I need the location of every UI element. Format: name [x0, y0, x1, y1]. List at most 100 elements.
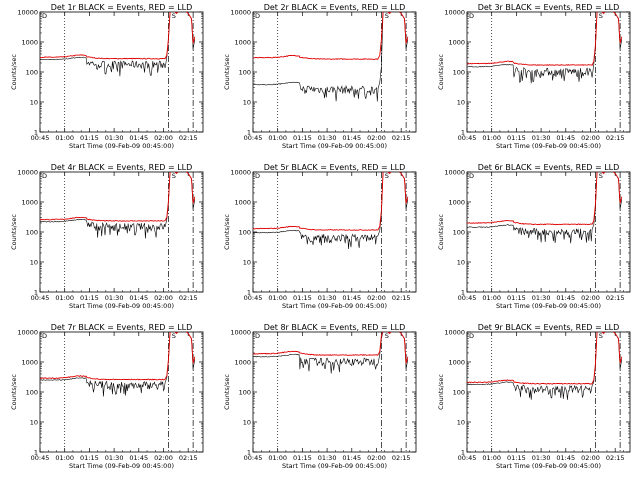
x-tick-label: 01:15: [293, 294, 312, 302]
chart-panel: Det 1r BLACK = Events, RED = LLD 1 10 100 10…: [10, 3, 204, 150]
x-tick-label: 01:45: [342, 294, 361, 302]
y-axis-label: Counts/sec: [437, 374, 445, 410]
x-tick-label: 01:30: [318, 134, 337, 142]
chart-panel: Det 3r BLACK = Events, RED = LLD 1 10 100 10…: [437, 3, 631, 150]
x-tick-label: 01:30: [105, 134, 124, 142]
lld-series-line: [40, 172, 196, 222]
y-tick-label: 10000: [444, 169, 465, 177]
y-tick-label: 10000: [230, 329, 251, 337]
marker-s: S: [385, 332, 389, 340]
x-tick-label: 00:45: [244, 294, 263, 302]
marker-d: D: [42, 172, 47, 180]
x-tick-label: 02:00: [581, 454, 600, 462]
lld-series-line: [467, 172, 623, 226]
y-tick-label: 100: [239, 389, 251, 397]
panel-title: Det 9r BLACK = Events, RED = LLD: [478, 323, 620, 332]
x-tick-label: 01:15: [507, 294, 526, 302]
panel-title: Det 2r BLACK = Events, RED = LLD: [264, 3, 406, 12]
x-tick-label: 01:15: [80, 294, 99, 302]
y-tick-label: 10: [243, 259, 251, 267]
x-tick-label: 02:00: [154, 454, 173, 462]
x-tick-label: 00:45: [31, 454, 50, 462]
lld-series-line: [253, 172, 409, 231]
y-tick-label: 100: [26, 69, 38, 77]
panel-title: Det 4r BLACK = Events, RED = LLD: [51, 163, 193, 172]
events-series-line: [253, 12, 409, 102]
marker-d: D: [469, 332, 474, 340]
y-tick-label: 1000: [21, 39, 38, 47]
marker-d: D: [255, 172, 260, 180]
y-axis-label: Counts/sec: [223, 214, 231, 250]
x-tick-label: 02:15: [606, 454, 625, 462]
y-tick-label: 1000: [448, 359, 465, 367]
x-tick-label: 02:00: [367, 294, 386, 302]
chart-panel: Det 6r BLACK = Events, RED = LLD 1 10 100 10…: [437, 163, 631, 310]
y-axis-label: Counts/sec: [437, 214, 445, 250]
y-axis-label: Counts/sec: [223, 54, 231, 90]
x-tick-label: 02:15: [392, 454, 411, 462]
x-tick-label: 01:45: [342, 134, 361, 142]
marker-d: D: [255, 12, 260, 20]
marker-d: D: [255, 332, 260, 340]
y-tick-label: 1000: [448, 199, 465, 207]
x-axis-label: Start Time (09-Feb-09 00:45:00): [282, 142, 387, 150]
x-tick-label: 01:30: [318, 294, 337, 302]
x-axis-label: Start Time (09-Feb-09 00:45:00): [69, 462, 174, 470]
x-tick-label: 02:00: [367, 134, 386, 142]
events-series-line: [40, 12, 196, 77]
x-tick-label: 02:15: [392, 294, 411, 302]
y-tick-label: 10000: [17, 9, 38, 17]
panel-title: Det 1r BLACK = Events, RED = LLD: [51, 3, 193, 12]
x-axis-label: Start Time (09-Feb-09 00:45:00): [496, 462, 601, 470]
x-tick-label: 01:00: [55, 134, 74, 142]
marker-d: D: [42, 12, 47, 20]
y-tick-label: 10: [457, 259, 465, 267]
lld-series-line: [253, 332, 409, 364]
y-tick-label: 1: [247, 129, 251, 137]
x-tick-label: 01:00: [482, 454, 501, 462]
y-tick-label: 10: [30, 259, 38, 267]
x-tick-label: 00:45: [244, 454, 263, 462]
y-tick-label: 10000: [444, 9, 465, 17]
y-tick-label: 1000: [234, 39, 251, 47]
x-tick-label: 01:00: [55, 294, 74, 302]
x-tick-label: 02:15: [606, 294, 625, 302]
y-tick-label: 1: [461, 289, 465, 297]
y-tick-label: 10000: [17, 329, 38, 337]
marker-s: S: [385, 172, 389, 180]
panel-title: Det 8r BLACK = Events, RED = LLD: [264, 323, 406, 332]
x-tick-label: 01:45: [556, 134, 575, 142]
x-axis-label: Start Time (09-Feb-09 00:45:00): [496, 142, 601, 150]
x-tick-label: 01:30: [532, 294, 551, 302]
y-axis-label: Counts/sec: [10, 214, 18, 250]
x-tick-label: 01:30: [105, 294, 124, 302]
y-tick-label: 1: [461, 129, 465, 137]
y-tick-label: 100: [453, 69, 465, 77]
x-tick-label: 00:45: [458, 134, 477, 142]
y-tick-label: 1: [34, 289, 38, 297]
y-tick-label: 10000: [230, 9, 251, 17]
chart-panel: Det 4r BLACK = Events, RED = LLD 1 10 100 10…: [10, 163, 204, 310]
y-tick-label: 10: [243, 99, 251, 107]
x-tick-label: 02:00: [154, 134, 173, 142]
x-tick-label: 01:45: [129, 134, 148, 142]
x-tick-label: 02:00: [581, 134, 600, 142]
y-tick-label: 10000: [444, 329, 465, 337]
x-tick-label: 02:15: [392, 134, 411, 142]
x-tick-label: 02:15: [179, 454, 198, 462]
lld-series-line: [40, 332, 196, 381]
events-series-line: [467, 172, 623, 244]
y-axis-label: Counts/sec: [437, 54, 445, 90]
chart-panel: Det 7r BLACK = Events, RED = LLD 1 10 100 10…: [10, 323, 204, 470]
x-tick-label: 01:00: [482, 134, 501, 142]
x-tick-label: 01:45: [556, 454, 575, 462]
marker-d: D: [469, 172, 474, 180]
marker-s: S: [599, 12, 603, 20]
y-tick-label: 100: [453, 389, 465, 397]
y-tick-label: 10000: [17, 169, 38, 177]
marker-d: D: [469, 12, 474, 20]
x-tick-label: 01:45: [342, 454, 361, 462]
events-series-line: [40, 332, 196, 397]
y-tick-label: 1: [34, 129, 38, 137]
